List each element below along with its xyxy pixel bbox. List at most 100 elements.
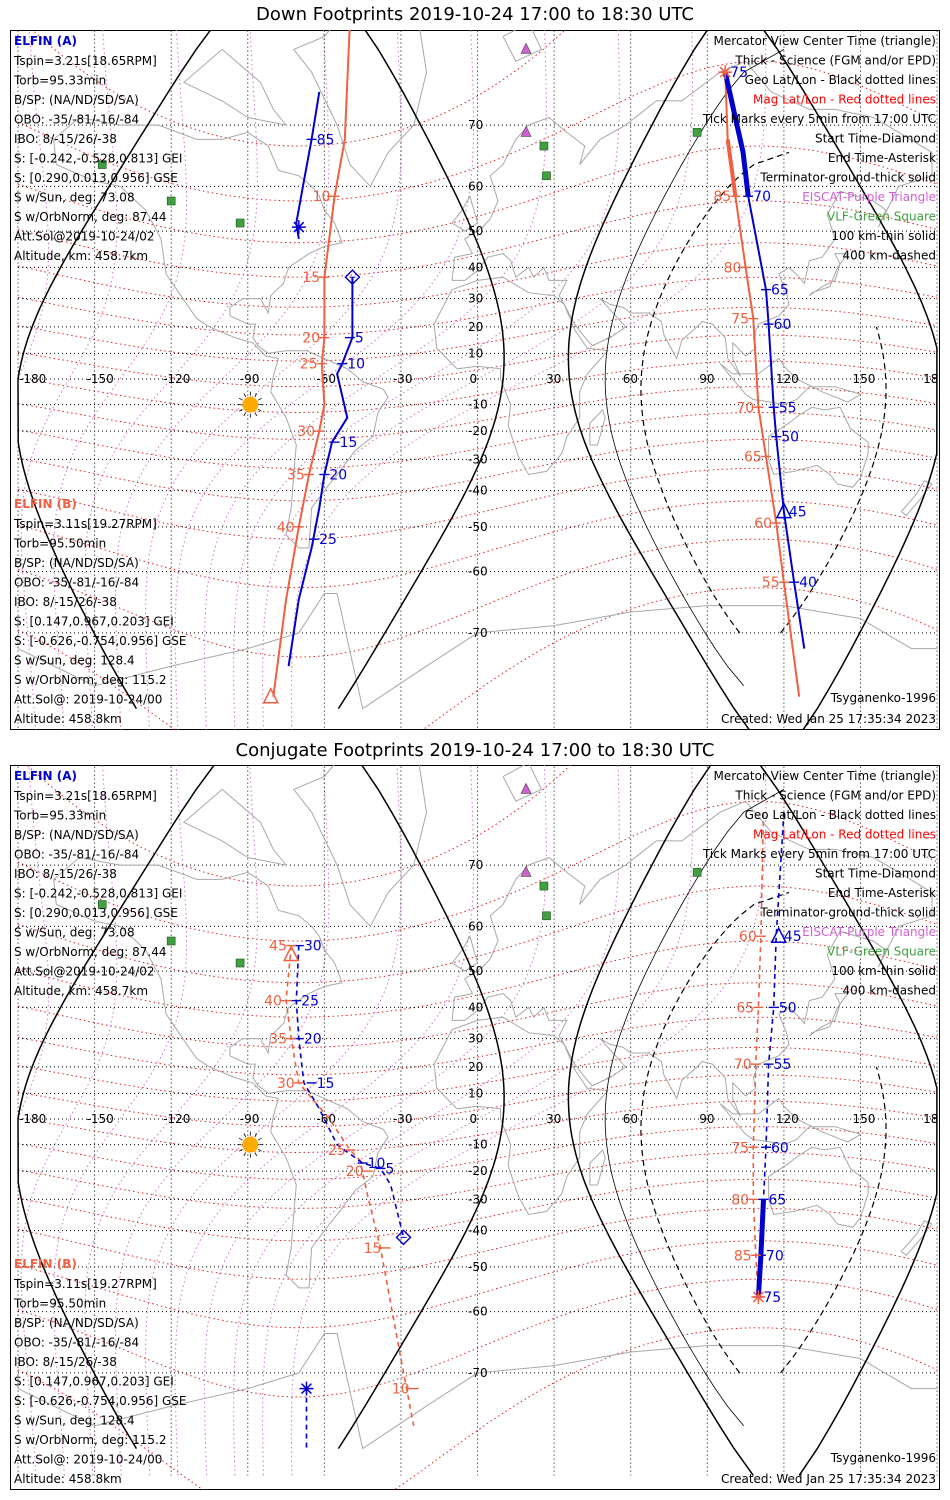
elfin-a-tick-label: 25	[319, 532, 337, 548]
sun-ray	[257, 1148, 262, 1152]
elfin-b-tick-label: 35	[269, 1032, 287, 1048]
created-timestamp: Created: Wed Jan 25 17:35:34 2023	[721, 712, 936, 726]
mag-lon-line	[17, 30, 50, 380]
altitude-100km	[604, 49, 785, 687]
elfin-a-end-asterisk-stroke	[301, 1383, 312, 1395]
lon-tick-label: 180	[923, 372, 940, 386]
elfin-a-tick-label: 75	[730, 65, 748, 81]
mag-lon-line	[114, 30, 330, 730]
mag-lon-line	[203, 30, 547, 730]
altitude-100km	[604, 789, 785, 1427]
elfin-b-tick-label: 20	[302, 331, 320, 347]
elfin-b-end-asterisk	[751, 1289, 766, 1304]
elfin-a-tick-label: 25	[301, 994, 319, 1010]
elfin-b-tick-label: 30	[297, 424, 315, 440]
elfin-b-tick-label: 10	[313, 189, 331, 205]
elfin-a-info-line: S: [0.290,0.013,0.956] GSE	[14, 171, 178, 185]
legend-entry: 100 km-thin solid	[831, 964, 936, 978]
axis-labels: -180 -150 -120 -90 -60 -30 0 30 60 90 120 150 180 -70…	[19, 118, 940, 640]
elfin-b-tick-label: 70	[734, 1057, 752, 1073]
elfin-a-tick-label: 55	[774, 1057, 792, 1073]
lon-tick-label: 180	[923, 1112, 940, 1126]
coastline	[900, 1220, 933, 1256]
mag-lon-line	[17, 765, 50, 1120]
elfin-a-info-line: Att.Sol@2019-10-24/02	[14, 230, 155, 244]
lon-tick-label: 150	[852, 1112, 875, 1126]
elfin-a-tick-label: 15	[317, 1076, 335, 1092]
satellite-tracks: 85 5 10 15 20 25 5 10 15 20 25 30 35 40 75 70 65 60 55 50 40…	[262, 30, 817, 704]
legend-entry: Tick Marks every 5min from 17:00 UTC	[702, 847, 936, 861]
sun-disk	[242, 1136, 259, 1153]
elfin-a-info-line: OBO: -35/-81/-16/-84	[14, 848, 139, 862]
vlf-site-square	[692, 868, 702, 877]
mag-lat-line	[17, 412, 938, 469]
mag-lon-line	[84, 765, 258, 1476]
elfin-a-science-segment	[722, 71, 751, 197]
coastline	[451, 194, 479, 232]
elfin-a-track-west	[295, 945, 405, 1238]
lat-tick-label: -50	[468, 520, 488, 534]
mag-lon-line	[290, 765, 767, 1476]
legend-entry: Mercator View Center Time (triangle)	[714, 34, 936, 48]
elfin-b-tick-label: 80	[731, 1192, 749, 1208]
legend-entry: Mag Lat/Lon - Red dotted lines	[753, 93, 936, 107]
elfin-a-tick-label: 5	[355, 331, 364, 347]
elfin-b-end-asterisk-stroke	[719, 66, 731, 78]
lat-tick-label: 50	[468, 964, 483, 978]
lat-tick-label: -10	[468, 1138, 488, 1152]
elfin-b-info-line: Tspin=3.11s[19.27RPM]	[13, 517, 157, 531]
elfin-b-label: ELFIN (B)	[14, 497, 77, 511]
lat-tick-label: 60	[468, 919, 483, 933]
elfin-b-tick-label: 40	[264, 994, 282, 1010]
elfin-a-tick-label: 65	[768, 1192, 786, 1208]
elfin-a-tick-label: 40	[799, 575, 817, 591]
elfin-b-info-line: Altitude: 458.8km	[14, 712, 122, 726]
elfin-b-tick-label: 20	[346, 1164, 364, 1180]
lon-tick-label: -60	[316, 372, 336, 386]
vlf-site-square	[166, 936, 176, 946]
created-timestamp: Created: Wed Jan 25 17:35:34 2023	[721, 1472, 936, 1486]
legend-entry: Tick Marks every 5min from 17:00 UTC	[702, 112, 936, 126]
lon-tick-label: 30	[546, 372, 561, 386]
elfin-b-tick-label: 75	[731, 1140, 749, 1156]
map-frame	[10, 30, 940, 730]
coastline	[502, 30, 543, 62]
sun-ray	[257, 1137, 262, 1141]
elfin-a-tick-label: 45	[789, 505, 807, 521]
elfin-a-info-line: IBO: 8/-15/26/-38	[14, 867, 117, 881]
elfin-a-tick-label: 30	[304, 939, 322, 955]
elfin-b-center-triangle	[282, 944, 300, 962]
sun-ray	[254, 393, 258, 398]
coastline	[433, 1016, 609, 1216]
mag-lat-line	[17, 1327, 938, 1490]
legend-entry: 100 km-thin solid	[831, 229, 936, 243]
elfin-b-info-line: OBO: -35/-81/-16/-84	[14, 1336, 139, 1350]
lon-tick-label: 90	[699, 1112, 714, 1126]
lon-tick-label: 30	[546, 1112, 561, 1126]
info-text: ELFIN (A) Tspin=3.21s[18.65RPM] Torb=95.33…	[13, 769, 936, 1486]
mag-lat-line	[17, 1240, 938, 1329]
elfin-b-info-line: Att.Sol@: 2019-10-24/00	[14, 1453, 162, 1467]
elfin-b-tick-label: 45	[269, 939, 287, 955]
elfin-a-info-line: OBO: -35/-81/-16/-84	[14, 113, 139, 127]
vlf-site-square	[235, 218, 245, 228]
elfin-b-info-line: Tspin=3.11s[19.27RPM]	[13, 1277, 157, 1291]
elfin-a-info-line: Tspin=3.21s[18.65RPM]	[13, 54, 157, 68]
coastline	[719, 1097, 862, 1146]
elfin-a-info-line: B/SP: (NA/ND/SD/SA)	[14, 828, 139, 842]
sun-ray	[254, 412, 258, 417]
lon-tick-label: -180	[19, 372, 46, 386]
coastline	[293, 30, 428, 188]
lat-tick-label: -10	[468, 398, 488, 412]
lat-tick-label: 40	[468, 260, 483, 274]
lat-tick-label: 40	[468, 1000, 483, 1014]
elfin-b-info-line: S: [0.147,0.967,0.203] GEI	[14, 1375, 174, 1389]
elfin-a-end-asterisk-stroke	[293, 221, 305, 233]
sun-ray	[238, 1137, 243, 1141]
mag-lat-line	[17, 1278, 938, 1398]
elfin-b-track-west	[285, 945, 415, 1426]
elfin-a-tick-label: 5	[386, 1161, 395, 1177]
lat-tick-label: -70	[468, 626, 488, 640]
legend-entry: Mag Lat/Lon - Red dotted lines	[753, 828, 936, 842]
coastline	[589, 408, 606, 446]
